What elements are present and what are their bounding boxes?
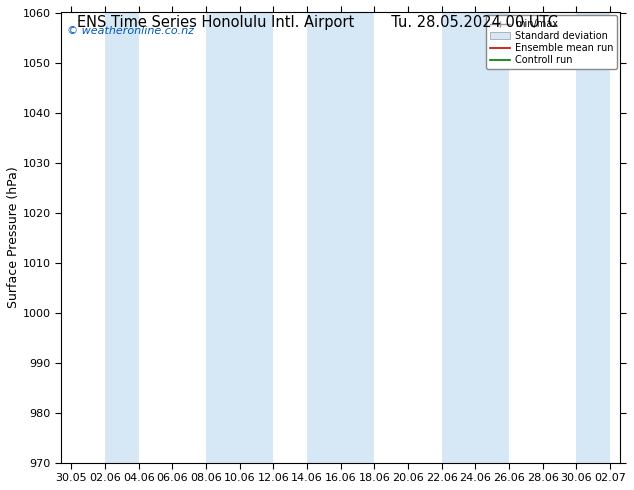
Bar (442, 13, 509, 463)
Y-axis label: Surface Pressure (hPa): Surface Pressure (hPa) (7, 167, 20, 308)
Text: ENS Time Series Honolulu Intl. Airport        Tu. 28.05.2024 00 UTC: ENS Time Series Honolulu Intl. Airport T… (77, 15, 557, 30)
Bar (206, 13, 273, 463)
Legend: min/max, Standard deviation, Ensemble mean run, Controll run: min/max, Standard deviation, Ensemble me… (486, 15, 617, 69)
Text: © weatheronline.co.nz: © weatheronline.co.nz (67, 26, 194, 36)
Bar (576, 13, 610, 463)
Bar (307, 13, 374, 463)
Bar (105, 13, 139, 463)
